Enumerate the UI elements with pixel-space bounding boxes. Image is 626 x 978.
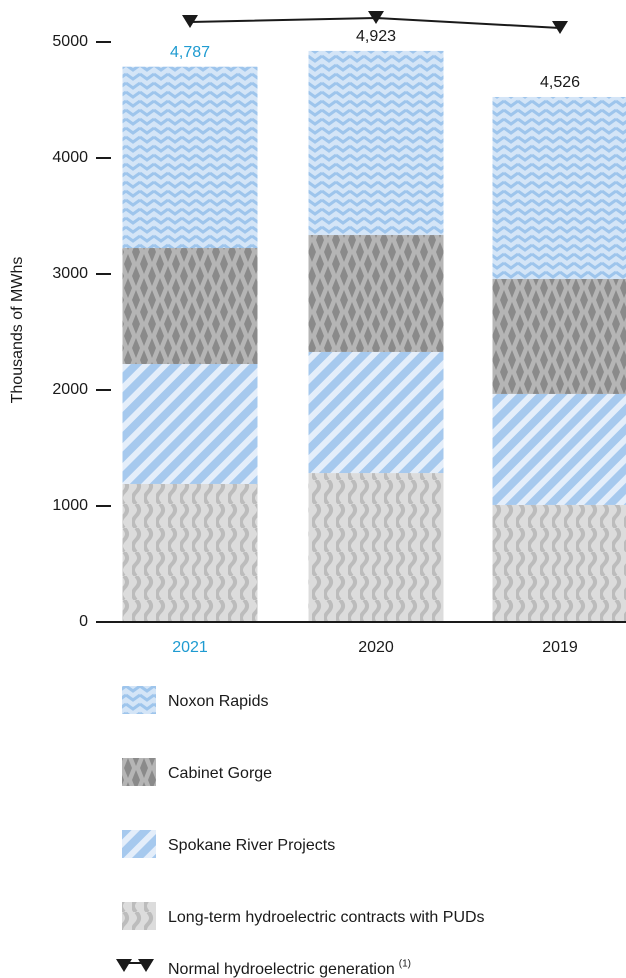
bar-segment — [492, 278, 626, 394]
total-label: 4,923 — [356, 28, 396, 45]
legend-marker — [116, 959, 132, 972]
total-label: 4,526 — [540, 74, 580, 91]
legend-swatch — [122, 902, 156, 930]
total-label: 4,787 — [170, 44, 210, 61]
legend-label: Noxon Rapids — [168, 693, 269, 710]
normal-marker — [552, 20, 568, 34]
bar-segment — [492, 393, 626, 505]
x-tick-label: 2020 — [358, 639, 394, 656]
legend-marker — [138, 959, 154, 972]
x-tick-label: 2021 — [172, 639, 208, 656]
bar-segment — [308, 235, 444, 352]
y-tick-label: 2000 — [52, 381, 88, 398]
y-tick-label: 0 — [79, 613, 88, 630]
bar-segment — [492, 504, 626, 622]
bar-segment — [308, 351, 444, 474]
legend-label: Spokane River Projects — [168, 837, 335, 854]
bar-segment — [308, 50, 444, 236]
y-tick-label: 4000 — [52, 149, 88, 166]
bar-segment — [122, 66, 258, 249]
normal-marker — [182, 15, 198, 29]
y-tick-label: 5000 — [52, 33, 88, 50]
x-tick-label: 2019 — [542, 639, 578, 656]
bar-segment — [308, 473, 444, 622]
legend-swatch — [122, 686, 156, 714]
legend-label: Normal hydroelectric generation — [168, 961, 395, 978]
legend-note: (1) — [399, 959, 411, 970]
bar-segment — [492, 96, 626, 279]
y-tick-label: 3000 — [52, 265, 88, 282]
bar-segment — [122, 248, 258, 365]
bar-segment — [122, 364, 258, 484]
y-tick-label: 1000 — [52, 497, 88, 514]
normal-marker — [368, 10, 384, 24]
legend-swatch — [122, 830, 156, 858]
legend-label: Cabinet Gorge — [168, 765, 272, 782]
legend-swatch — [122, 758, 156, 786]
legend-label: Long-term hydroelectric contracts with P… — [168, 909, 485, 926]
bar-segment — [122, 483, 258, 622]
y-axis-label: Thousands of MWhs — [9, 257, 26, 404]
